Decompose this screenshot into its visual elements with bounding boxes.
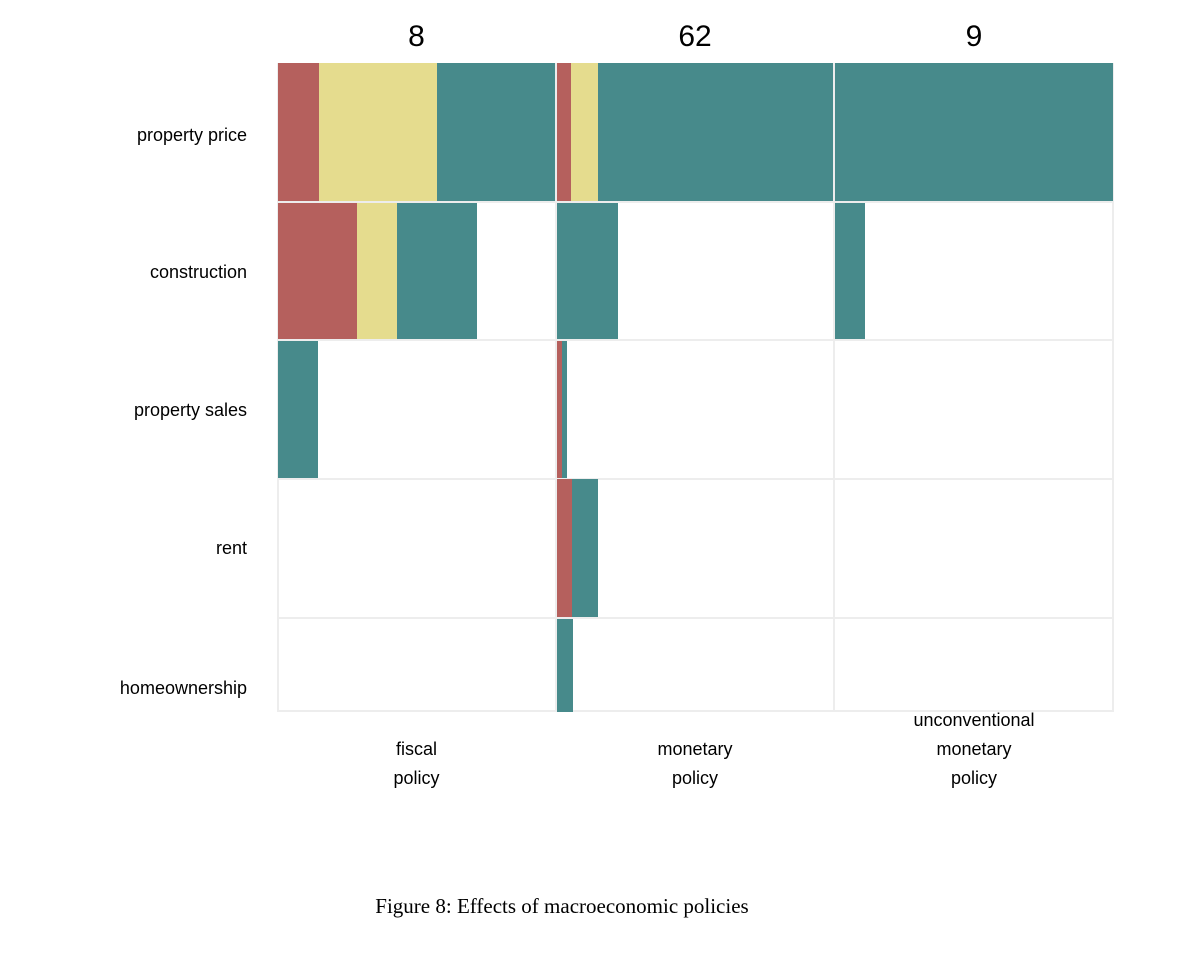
panel-gridline-horizontal [278, 478, 1113, 480]
column-label-line: fiscal [395, 739, 437, 759]
row-label-rent: rent [215, 538, 247, 558]
column-label-fiscal-policy: fiscal policy [393, 735, 439, 793]
mosaic-segment-teal [396, 203, 477, 339]
mosaic-cell [557, 479, 833, 617]
mosaic-cell [835, 203, 1113, 339]
mosaic-segment-teal [835, 63, 1113, 201]
mosaic-cell [278, 203, 555, 339]
mosaic-cell [278, 63, 555, 201]
mosaic-cell [278, 341, 555, 478]
panel-gridline-vertical [555, 63, 557, 712]
column-count: 8 [408, 20, 425, 53]
panel-gridline-vertical [833, 63, 835, 712]
column-label-line: policy [671, 768, 719, 788]
mosaic-segment-teal [835, 203, 866, 339]
mosaic-segment-red [557, 479, 572, 617]
figure-caption: Figure 8: Effects of macroeconomic polic… [375, 894, 749, 918]
row-label-property-sales: property sales [133, 400, 247, 420]
mosaic-segment-teal [598, 63, 833, 201]
mosaic-segment-teal [557, 619, 573, 712]
column-label-line: unconventional [913, 710, 1035, 730]
panel-gridline-horizontal [278, 201, 1113, 203]
panel-gridline-vertical [1112, 63, 1114, 712]
column-label-line: policy [950, 768, 998, 788]
panel-gridline-horizontal [278, 339, 1113, 341]
row-label-homeownership: homeownership [119, 678, 247, 698]
mosaic-segment-red [557, 63, 572, 201]
column-count: 9 [965, 20, 983, 53]
mosaic-chart-panel [277, 63, 1114, 712]
column-label-monetary-policy: monetary policy [657, 735, 732, 793]
mosaic-segment-yellow [571, 63, 599, 201]
mosaic-segment-red [278, 63, 319, 201]
mosaic-cell [557, 203, 833, 339]
row-label-property-price: property price [136, 125, 247, 145]
panel-gridline-horizontal [278, 617, 1113, 619]
mosaic-segment-red [557, 341, 562, 478]
column-label-unconventional-monetary-policy: unconventional monetary policy [913, 706, 1034, 793]
mosaic-cell [557, 341, 833, 478]
mosaic-segment-red [278, 203, 357, 339]
mosaic-segment-teal [571, 479, 598, 617]
mosaic-segment-teal [278, 341, 318, 478]
mosaic-cell [835, 63, 1113, 201]
mosaic-segment-teal [436, 63, 555, 201]
mosaic-segment-yellow [356, 203, 397, 339]
panel-gridline-horizontal [278, 710, 1113, 712]
column-label-line: monetary [657, 739, 733, 759]
mosaic-segment-teal [557, 203, 618, 339]
row-label-construction: construction [149, 262, 247, 282]
mosaic-segment-teal [561, 341, 567, 478]
mosaic-cell [557, 619, 833, 712]
column-count: 62 [678, 20, 712, 53]
mosaic-segment-yellow [318, 63, 437, 201]
column-label-line: policy [393, 768, 440, 788]
column-label-line: monetary [936, 739, 1012, 759]
mosaic-cell [557, 63, 833, 201]
